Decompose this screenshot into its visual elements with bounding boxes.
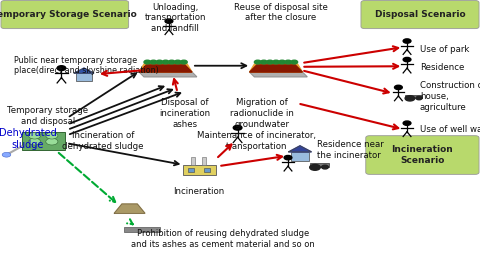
Circle shape	[168, 60, 175, 64]
Text: Unloading,
transportation
and landfill: Unloading, transportation and landfill	[144, 3, 206, 33]
Text: Dehydrated
sludge: Dehydrated sludge	[0, 128, 57, 150]
FancyBboxPatch shape	[22, 132, 65, 150]
Circle shape	[254, 60, 261, 64]
Circle shape	[150, 60, 157, 64]
Circle shape	[416, 96, 422, 100]
Polygon shape	[250, 64, 302, 72]
Circle shape	[279, 60, 286, 64]
Circle shape	[144, 60, 151, 64]
Text: Temporary Storage Scenario: Temporary Storage Scenario	[0, 10, 137, 19]
Text: Construction of
house,
agriculture: Construction of house, agriculture	[420, 81, 480, 112]
FancyBboxPatch shape	[366, 136, 479, 174]
Circle shape	[174, 60, 181, 64]
Circle shape	[395, 85, 402, 90]
Circle shape	[405, 96, 415, 101]
Polygon shape	[114, 204, 145, 213]
Circle shape	[28, 138, 41, 145]
FancyBboxPatch shape	[204, 168, 210, 172]
FancyBboxPatch shape	[1, 1, 129, 29]
Text: Residence near
the incinerator: Residence near the incinerator	[317, 140, 384, 160]
FancyBboxPatch shape	[310, 163, 329, 167]
Polygon shape	[288, 146, 312, 152]
Text: Disposal of
incineration
ashes: Disposal of incineration ashes	[159, 98, 210, 129]
Circle shape	[261, 60, 267, 64]
Text: Use of well water: Use of well water	[420, 125, 480, 134]
FancyBboxPatch shape	[405, 95, 422, 98]
Polygon shape	[139, 64, 192, 72]
Text: Incineration of
dehydrated sludge: Incineration of dehydrated sludge	[62, 131, 144, 151]
Circle shape	[165, 19, 173, 23]
Polygon shape	[139, 65, 192, 72]
FancyBboxPatch shape	[191, 157, 195, 165]
Circle shape	[310, 165, 320, 170]
Text: Maintenance of incinerator,
transportation: Maintenance of incinerator, transportati…	[197, 131, 316, 151]
Circle shape	[28, 132, 41, 139]
Circle shape	[403, 121, 411, 125]
Circle shape	[273, 60, 279, 64]
FancyBboxPatch shape	[361, 1, 479, 29]
Circle shape	[180, 60, 187, 64]
Circle shape	[2, 152, 11, 157]
Circle shape	[46, 138, 58, 145]
Polygon shape	[250, 65, 302, 72]
Polygon shape	[74, 68, 94, 73]
Text: Prohibition of reusing dehydrated sludge
and its ashes as cement material and so: Prohibition of reusing dehydrated sludge…	[132, 229, 315, 249]
Text: Public near temporary storage
place(direct and skyshine radiation): Public near temporary storage place(dire…	[14, 56, 159, 76]
Circle shape	[284, 156, 292, 160]
Circle shape	[285, 60, 291, 64]
FancyBboxPatch shape	[124, 227, 159, 232]
FancyBboxPatch shape	[183, 165, 216, 175]
Text: Reuse of disposal site
after the closure: Reuse of disposal site after the closure	[234, 3, 328, 23]
Text: Migration of
radionuclide in
groundwater: Migration of radionuclide in groundwater	[229, 98, 294, 129]
FancyBboxPatch shape	[76, 73, 92, 81]
Circle shape	[57, 66, 66, 70]
FancyBboxPatch shape	[188, 168, 193, 172]
Text: Temporary storage
and disposal: Temporary storage and disposal	[7, 106, 89, 126]
FancyBboxPatch shape	[202, 157, 205, 165]
Circle shape	[233, 125, 242, 130]
Text: Incineration
Scenario: Incineration Scenario	[392, 145, 453, 165]
Circle shape	[403, 58, 411, 62]
Text: Residence: Residence	[420, 63, 464, 72]
Text: Disposal Scenario: Disposal Scenario	[375, 10, 465, 19]
Polygon shape	[250, 72, 307, 77]
Text: Incineration: Incineration	[174, 187, 225, 196]
Polygon shape	[139, 72, 197, 77]
Circle shape	[291, 60, 298, 64]
Circle shape	[46, 132, 58, 139]
Circle shape	[322, 165, 328, 169]
Circle shape	[266, 60, 273, 64]
Circle shape	[403, 39, 411, 43]
Circle shape	[162, 60, 169, 64]
FancyBboxPatch shape	[291, 152, 309, 161]
Text: Use of park: Use of park	[420, 45, 469, 54]
Circle shape	[156, 60, 163, 64]
